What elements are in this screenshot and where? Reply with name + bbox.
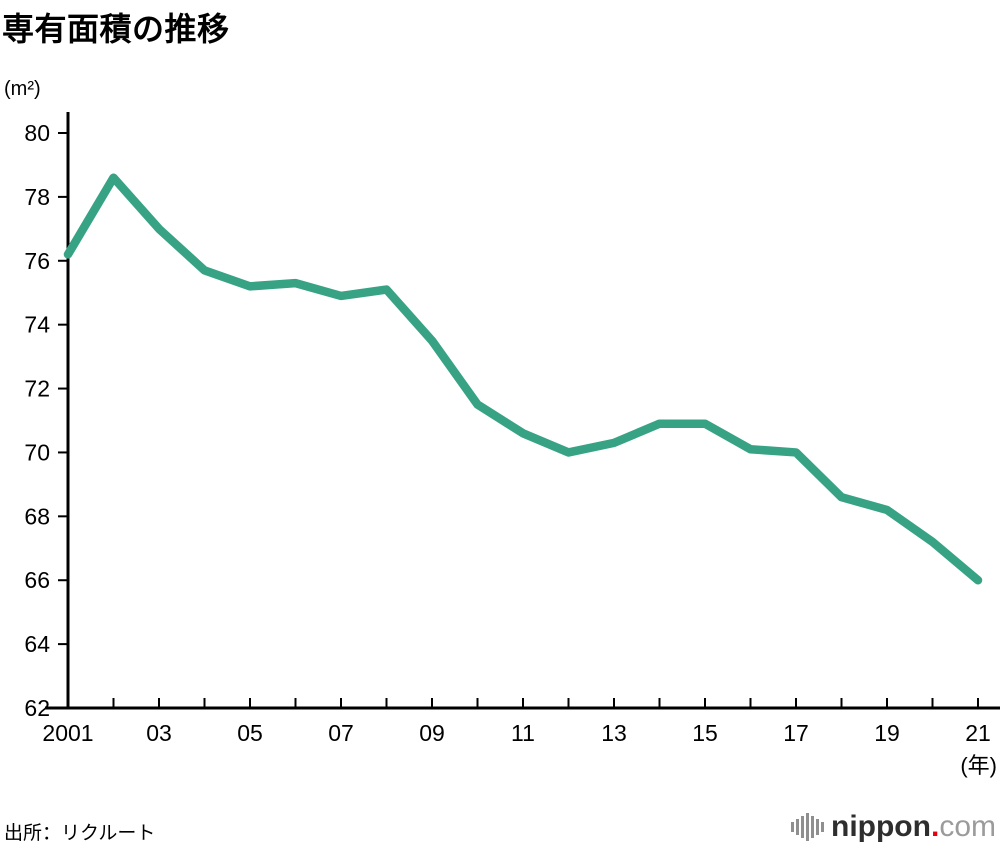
logo-tld: com bbox=[939, 810, 996, 843]
y-tick-label: 72 bbox=[24, 376, 50, 402]
x-tick-label: 07 bbox=[328, 720, 354, 746]
nippon-com-logo: nippon.com bbox=[791, 810, 996, 844]
x-tick-label: 15 bbox=[692, 720, 718, 746]
y-tick-label: 68 bbox=[24, 503, 50, 529]
x-tick-label: 17 bbox=[783, 720, 809, 746]
x-tick-label: 05 bbox=[237, 720, 263, 746]
x-tick-label: 03 bbox=[146, 720, 172, 746]
y-tick-label: 62 bbox=[24, 695, 50, 721]
line-chart: 62 64 66 68 70 72 74 76 78 80 2001 03 05 07 09 11 13 15 17… bbox=[24, 112, 1000, 746]
y-tick-label: 74 bbox=[24, 312, 50, 338]
x-tick-label: 19 bbox=[874, 720, 900, 746]
x-tick-label: 13 bbox=[601, 720, 627, 746]
y-tick-label: 64 bbox=[24, 631, 50, 657]
y-tick-label: 80 bbox=[24, 120, 50, 146]
x-tick-label: 2001 bbox=[42, 720, 93, 746]
soundwave-icon bbox=[791, 813, 824, 841]
x-tick-label: 09 bbox=[419, 720, 445, 746]
chart-title: 専有面積の推移 bbox=[2, 11, 230, 47]
y-tick-label: 78 bbox=[24, 184, 50, 210]
y-tick-label: 66 bbox=[24, 567, 50, 593]
source-label: 出所：リクルート bbox=[4, 823, 156, 844]
logo-wordmark: nippon.com bbox=[831, 810, 996, 844]
x-axis-unit-label: (年) bbox=[960, 753, 997, 778]
trend-line bbox=[63, 173, 983, 585]
logo-dot: . bbox=[930, 810, 940, 843]
logo-brand: nippon bbox=[831, 810, 931, 843]
y-tick-label: 70 bbox=[24, 439, 50, 465]
x-tick-label: 11 bbox=[511, 720, 535, 746]
x-tick-label: 21 bbox=[965, 720, 991, 746]
y-tick-label: 76 bbox=[24, 248, 50, 274]
y-axis-unit-label: (m²) bbox=[4, 78, 41, 100]
